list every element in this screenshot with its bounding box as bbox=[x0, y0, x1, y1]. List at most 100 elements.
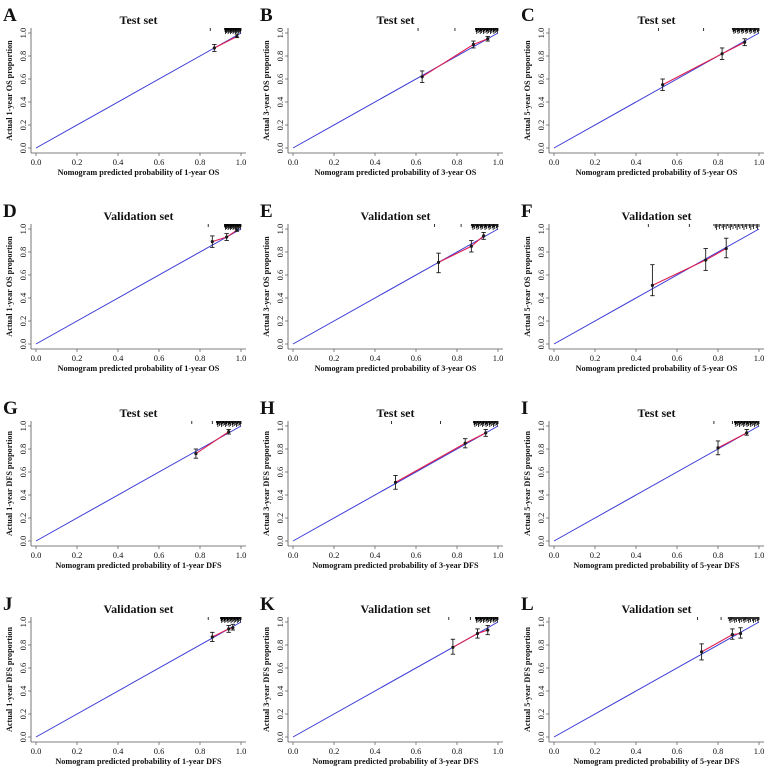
x-tick-label: 0.0 bbox=[288, 746, 299, 756]
y-tick-label: 0.0 bbox=[275, 339, 285, 350]
x-tick-label: 0.2 bbox=[329, 353, 340, 363]
ideal-line bbox=[553, 621, 760, 738]
panel-title: Test set bbox=[377, 406, 415, 420]
panel-l: L Validation set 0.00.0 0.2 0.2 0.4 0.4 0.6 0.6 0… bbox=[521, 594, 764, 766]
x-tick-label: 0.4 bbox=[631, 746, 642, 756]
y-tick-label: 0.2 bbox=[275, 316, 285, 327]
x-tick-label: 0.6 bbox=[154, 550, 165, 560]
y-tick-label: 1.0 bbox=[536, 421, 546, 432]
y-tick-label: 0.8 bbox=[18, 640, 28, 651]
calibration-line bbox=[214, 35, 238, 49]
panel-b: B Test set 0.00.0 0.2 0.2 0.4 0.4 0.6 0.6 0.8 0.8 1… bbox=[260, 5, 503, 177]
data-point bbox=[486, 37, 490, 41]
y-tick-label: 0.6 bbox=[536, 467, 546, 478]
y-tick-label: 0.6 bbox=[536, 663, 546, 674]
rug-marks bbox=[417, 28, 499, 34]
x-axis-label: Nomogram predicted probability of 5-year… bbox=[576, 168, 738, 177]
x-tick-label: 0.6 bbox=[411, 157, 422, 167]
x-tick-label: 1.0 bbox=[493, 353, 504, 363]
y-tick-label: 0.2 bbox=[18, 513, 28, 524]
panel-letter: C bbox=[521, 5, 535, 26]
calibration-line bbox=[701, 632, 741, 653]
data-point bbox=[212, 46, 216, 50]
y-tick-label: 0.8 bbox=[536, 640, 546, 651]
x-tick-label: 0.6 bbox=[411, 746, 422, 756]
panel-title: Validation set bbox=[622, 602, 692, 616]
x-tick-label: 0.0 bbox=[549, 746, 560, 756]
x-tick-label: 0.0 bbox=[31, 550, 42, 560]
data-point bbox=[210, 240, 214, 244]
x-tick-label: 0.0 bbox=[288, 157, 299, 167]
y-tick-label: 0.6 bbox=[536, 270, 546, 281]
calibration-line bbox=[452, 629, 488, 648]
x-axis-label: Nomogram predicted probability of 1-year… bbox=[55, 757, 222, 766]
data-point bbox=[471, 42, 475, 47]
x-axis-label: Nomogram predicted probability of 1-year… bbox=[58, 168, 220, 177]
data-point bbox=[716, 446, 720, 450]
rug-marks bbox=[713, 421, 760, 427]
x-tick-label: 0.4 bbox=[370, 550, 381, 560]
panel-g: G Test set 0.00.0 0.2 0.2 0.4 0.4 0.6 0.6 0.8 0.8 1… bbox=[3, 398, 246, 570]
x-tick-label: 0.4 bbox=[113, 353, 124, 363]
data-point bbox=[743, 40, 747, 44]
y-tick-label: 0.8 bbox=[275, 444, 285, 455]
y-tick-label: 0.8 bbox=[18, 51, 28, 62]
y-tick-label: 0.2 bbox=[275, 120, 285, 131]
data-point bbox=[463, 441, 467, 445]
y-tick-label: 0.6 bbox=[275, 663, 285, 674]
panel-letter: E bbox=[260, 201, 273, 222]
y-axis-label: Actual 3-year OS proportion bbox=[262, 236, 271, 337]
rug-marks bbox=[697, 617, 760, 623]
data-point bbox=[451, 645, 455, 649]
rug-marks bbox=[191, 421, 242, 427]
y-tick-label: 0.0 bbox=[536, 339, 546, 350]
data-point bbox=[194, 452, 198, 456]
x-tick-label: 0.6 bbox=[672, 550, 683, 560]
x-tick-label: 0.6 bbox=[154, 157, 165, 167]
x-tick-label: 0.0 bbox=[549, 353, 560, 363]
x-tick-label: 0.4 bbox=[113, 550, 124, 560]
x-tick-label: 0.6 bbox=[672, 746, 683, 756]
y-tick-label: 0.6 bbox=[18, 74, 28, 85]
calibration-line bbox=[395, 432, 486, 483]
x-axis-label: Nomogram predicted probability of 3-year… bbox=[312, 561, 479, 570]
y-tick-label: 0.2 bbox=[536, 709, 546, 720]
data-point bbox=[227, 627, 231, 631]
panel-title: Test set bbox=[120, 13, 158, 27]
calibration-line bbox=[662, 41, 745, 86]
panel-letter: J bbox=[3, 594, 13, 615]
data-point bbox=[231, 626, 235, 630]
y-tick-label: 1.0 bbox=[18, 421, 28, 432]
data-point bbox=[738, 631, 743, 636]
y-tick-label: 0.0 bbox=[18, 339, 28, 350]
y-axis-label: Actual 1-year DFS proportion bbox=[5, 431, 14, 536]
y-tick-label: 0.4 bbox=[275, 292, 285, 303]
data-point bbox=[486, 628, 490, 632]
y-tick-label: 0.6 bbox=[275, 467, 285, 478]
panel-d: D Validation set 0.00.0 0.2 0.2 0.4 0.4 0.6 0.6 0… bbox=[3, 201, 246, 373]
panel-k: K Validation set 0.00.0 0.2 0.2 0.4 0.4 0.6 0.6 0… bbox=[260, 594, 503, 766]
y-tick-label: 0.6 bbox=[18, 467, 28, 478]
x-tick-label: 0.2 bbox=[590, 746, 601, 756]
x-tick-label: 0.8 bbox=[452, 157, 463, 167]
panel-j: J Validation set 0.00.0 0.2 0.2 0.4 0.4 0.6 0.6 0… bbox=[3, 594, 246, 766]
panel-title: Test set bbox=[638, 406, 676, 420]
y-tick-label: 0.0 bbox=[18, 732, 28, 743]
x-axis-label: Nomogram predicted probability of 3-year… bbox=[315, 168, 477, 177]
x-tick-label: 0.2 bbox=[329, 157, 340, 167]
data-point bbox=[469, 244, 473, 248]
x-tick-label: 0.6 bbox=[411, 550, 422, 560]
y-tick-label: 0.8 bbox=[18, 247, 28, 258]
y-tick-label: 0.6 bbox=[536, 74, 546, 85]
x-tick-label: 1.0 bbox=[236, 157, 247, 167]
y-axis-label: Actual 5-year OS proportion bbox=[523, 40, 532, 141]
x-tick-label: 0.0 bbox=[31, 746, 42, 756]
panel-title: Test set bbox=[638, 13, 676, 27]
y-tick-label: 0.8 bbox=[536, 444, 546, 455]
x-tick-label: 0.2 bbox=[590, 550, 601, 560]
panel-e: E Validation set 0.00.0 0.2 0.2 0.4 0.4 0.6 0.6 0… bbox=[260, 201, 503, 373]
panel-f: F Validation set 0.00.0 0.2 0.2 0.4 0.4 0.6 0.6 0… bbox=[521, 201, 764, 373]
data-point bbox=[745, 431, 749, 435]
data-point bbox=[724, 246, 728, 251]
